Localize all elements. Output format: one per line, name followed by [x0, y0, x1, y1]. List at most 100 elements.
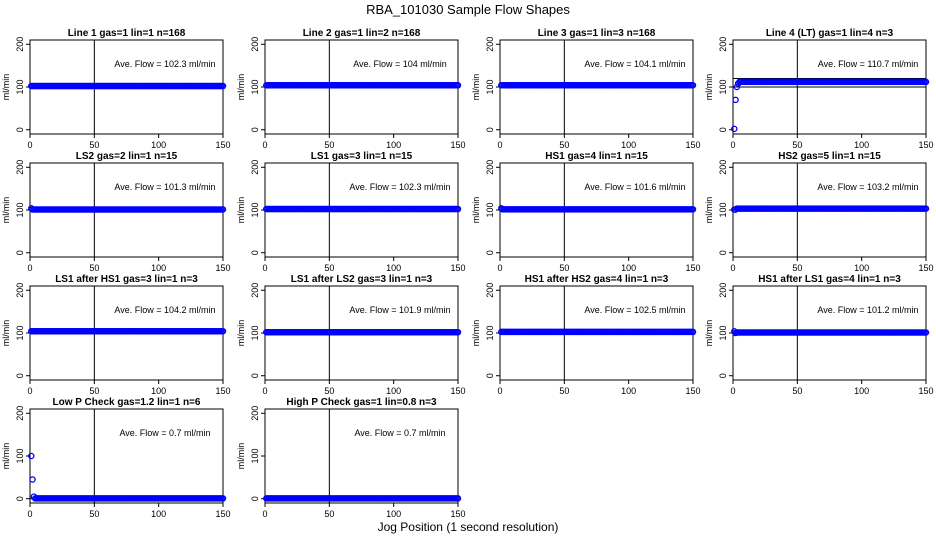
y-tick-label: 200 [718, 37, 728, 52]
x-tick-label: 50 [324, 509, 334, 519]
y-tick-label: 200 [250, 37, 260, 52]
x-tick-label: 50 [89, 386, 99, 396]
y-tick-label: 200 [15, 283, 25, 298]
data-point [219, 327, 227, 335]
panel-title: Line 4 (LT) gas=1 lin=4 n=3 [766, 28, 894, 39]
panel-4: Line 4 (LT) gas=1 lin=4 n=3 0 50 100 150 0 100… [704, 28, 934, 150]
data-point [454, 328, 462, 336]
y-tick-label: 0 [718, 127, 728, 132]
figure-x-axis-label: Jog Position (1 second resolution) [378, 520, 559, 534]
y-tick-label: 100 [15, 448, 25, 463]
y-tick-label: 200 [15, 406, 25, 421]
y-axis-label: ml/min [1, 320, 11, 347]
panel-8: HS2 gas=5 lin=1 n=15 0 50 100 150 0 100 200 ml/m… [704, 151, 934, 273]
flow-series [498, 205, 697, 213]
data-point [733, 83, 741, 91]
y-axis-label: ml/min [704, 74, 714, 101]
panel-10: LS1 after LS2 gas=3 lin=1 n=3 0 50 100 150 0 1… [236, 274, 466, 396]
x-tick-label: 150 [685, 386, 700, 396]
x-tick-label: 50 [792, 263, 802, 273]
x-tick-label: 0 [262, 140, 267, 150]
panel-5: LS2 gas=2 lin=1 n=15 0 50 100 150 0 100 200 ml/m… [1, 151, 231, 273]
panel-3: Line 3 gas=1 lin=3 n=168 0 50 100 150 0 100 200… [471, 28, 701, 150]
average-flow-annotation: Ave. Flow = 104.2 ml/min [114, 305, 215, 315]
x-tick-label: 150 [450, 140, 465, 150]
data-point [689, 328, 697, 336]
x-tick-label: 150 [215, 263, 230, 273]
x-tick-label: 0 [27, 140, 32, 150]
flow-series [28, 82, 227, 90]
flow-series [498, 328, 697, 336]
panel-13: Low P Check gas=1.2 lin=1 n=6 0 50 100 150 0 1… [1, 397, 231, 519]
data-point [29, 476, 36, 483]
y-tick-label: 100 [485, 325, 495, 340]
x-tick-label: 50 [89, 140, 99, 150]
x-tick-label: 0 [730, 140, 735, 150]
x-tick-label: 0 [730, 386, 735, 396]
y-tick-label: 200 [15, 160, 25, 175]
average-flow-annotation: Ave. Flow = 101.2 ml/min [817, 305, 918, 315]
x-tick-label: 50 [559, 263, 569, 273]
x-tick-label: 100 [151, 140, 166, 150]
x-tick-label: 150 [918, 263, 933, 273]
average-flow-annotation: Ave. Flow = 101.3 ml/min [114, 182, 215, 192]
y-tick-label: 100 [250, 325, 260, 340]
y-tick-label: 200 [718, 283, 728, 298]
panel-title: Line 2 gas=1 lin=2 n=168 [303, 28, 421, 39]
data-point [732, 96, 739, 104]
y-axis-label: ml/min [1, 197, 11, 224]
y-tick-label: 200 [485, 160, 495, 175]
average-flow-annotation: Ave. Flow = 103.2 ml/min [817, 182, 918, 192]
panel-title: HS2 gas=5 lin=1 n=15 [778, 151, 881, 162]
y-axis-label: ml/min [704, 197, 714, 224]
average-flow-annotation: Ave. Flow = 101.9 ml/min [349, 305, 450, 315]
flow-series [28, 452, 227, 502]
data-point [922, 78, 930, 86]
data-point [219, 82, 227, 90]
y-tick-label: 100 [15, 79, 25, 94]
x-tick-label: 100 [621, 263, 636, 273]
flow-series [28, 327, 227, 335]
panel-title: HS1 gas=4 lin=1 n=15 [545, 151, 648, 162]
y-tick-label: 100 [250, 448, 260, 463]
average-flow-annotation: Ave. Flow = 104.1 ml/min [584, 59, 685, 69]
panel-6: LS1 gas=3 lin=1 n=15 0 50 100 150 0 100 200 ml/m… [236, 151, 466, 273]
y-axis-label: ml/min [471, 74, 481, 101]
y-tick-label: 200 [15, 37, 25, 52]
x-tick-label: 0 [262, 509, 267, 519]
y-tick-label: 0 [718, 373, 728, 378]
y-tick-label: 100 [250, 202, 260, 217]
y-tick-label: 0 [250, 250, 260, 255]
y-axis-label: ml/min [236, 443, 246, 470]
x-tick-label: 0 [730, 263, 735, 273]
panel-14: High P Check gas=1 lin=0.8 n=3 0 50 100 150 0… [236, 397, 466, 519]
average-flow-annotation: Ave. Flow = 102.3 ml/min [114, 59, 215, 69]
average-flow-annotation: Ave. Flow = 104 ml/min [353, 59, 447, 69]
data-point [689, 81, 697, 89]
x-tick-label: 50 [792, 386, 802, 396]
x-tick-label: 50 [89, 263, 99, 273]
average-flow-annotation: Ave. Flow = 110.7 ml/min [818, 59, 918, 69]
average-flow-annotation: Ave. Flow = 0.7 ml/min [354, 428, 445, 438]
plot-frame [29, 408, 224, 504]
x-tick-label: 150 [450, 509, 465, 519]
y-tick-label: 200 [718, 160, 728, 175]
x-tick-label: 50 [559, 386, 569, 396]
x-tick-label: 100 [151, 263, 166, 273]
x-tick-label: 150 [685, 263, 700, 273]
x-tick-label: 150 [685, 140, 700, 150]
data-point [454, 495, 462, 502]
x-tick-label: 50 [324, 386, 334, 396]
y-tick-label: 0 [15, 250, 25, 255]
x-tick-label: 150 [450, 386, 465, 396]
flow-series [731, 328, 930, 337]
x-tick-label: 100 [151, 386, 166, 396]
panel-title: High P Check gas=1 lin=0.8 n=3 [286, 397, 437, 408]
average-flow-annotation: Ave. Flow = 101.6 ml/min [584, 182, 685, 192]
y-tick-label: 100 [718, 79, 728, 94]
y-tick-label: 100 [485, 202, 495, 217]
x-tick-label: 150 [450, 263, 465, 273]
y-tick-label: 200 [485, 283, 495, 298]
x-tick-label: 100 [621, 140, 636, 150]
